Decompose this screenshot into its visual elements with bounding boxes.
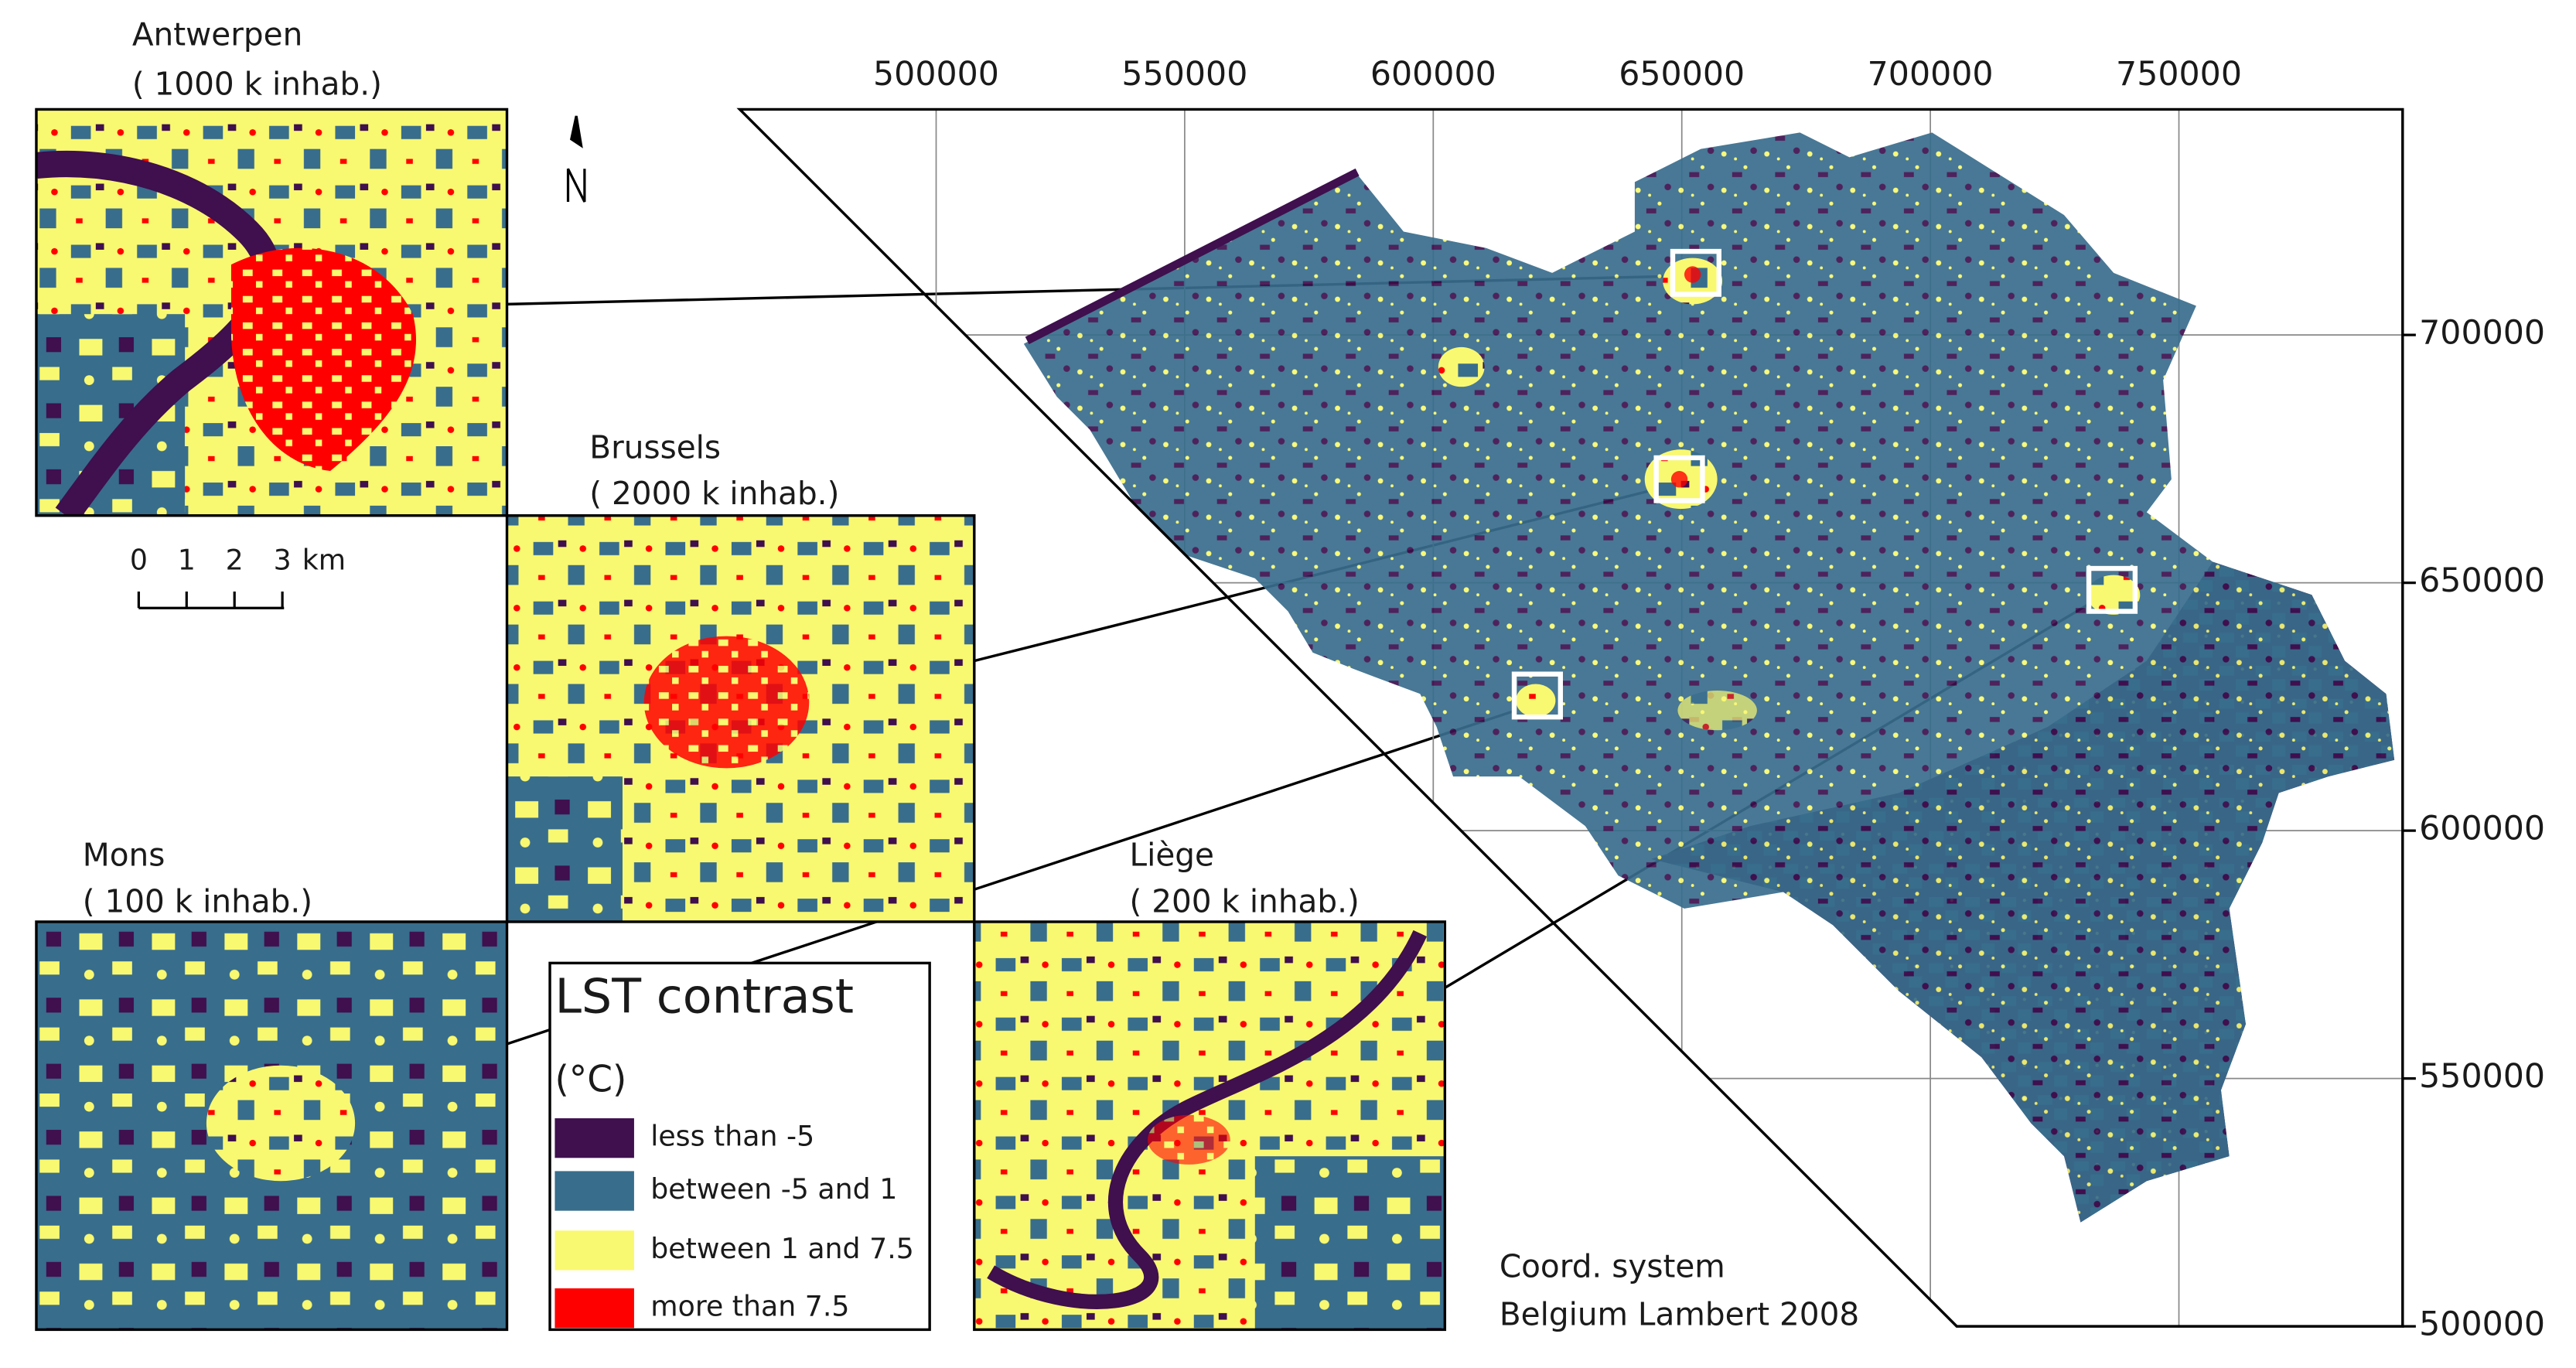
location-box [2086, 565, 2138, 614]
y-tick-label: 700000 [2419, 314, 2545, 353]
legend-swatch [554, 1288, 634, 1329]
x-tick-label: 750000 [2116, 55, 2242, 94]
city-core [230, 247, 417, 472]
legend-label: between -5 and 1 [650, 1172, 897, 1206]
y-tick-label: 550000 [2419, 1057, 2545, 1096]
north-arrow-head [570, 115, 583, 148]
scale-bar-label: 2 [226, 543, 244, 576]
legend-title: LST contrast [554, 968, 854, 1024]
inset-frame [505, 513, 976, 923]
city-core [1670, 471, 1688, 488]
inset-population: ( 1000 k inhab.) [132, 66, 382, 103]
location-box [1653, 455, 1705, 503]
scale-bar-unit: km [302, 543, 346, 576]
inset-frames [35, 107, 1447, 1332]
inset-liege [974, 921, 1445, 1330]
y-tick-label: 650000 [2419, 561, 2545, 600]
scale-bar: 0 1 2 3 km [130, 543, 346, 609]
inset-frame [973, 920, 1447, 1332]
north-arrow-letter [566, 168, 586, 203]
inset-population: ( 100 k inhab.) [83, 882, 312, 919]
legend-unit: (°C) [554, 1059, 626, 1101]
inset-mons [36, 921, 507, 1330]
inset-name: Antwerpen [132, 15, 302, 53]
city-patch [2086, 575, 2141, 615]
x-tick-label: 550000 [1121, 55, 1247, 94]
legend-swatch [554, 1171, 634, 1211]
legend-label: less than -5 [650, 1120, 814, 1153]
y-tick-label: 500000 [2419, 1305, 2545, 1344]
legend-items: less than -5 between -5 and 1 between 1 an… [554, 1118, 914, 1329]
city-core [1684, 266, 1701, 283]
x-tick-label: 650000 [1619, 55, 1745, 94]
axis-ticks: 500000 550000 600000 650000 700000 750000 5000… [873, 55, 2545, 1343]
legend-swatch [554, 1230, 634, 1271]
inset-population: ( 200 k inhab.) [1130, 882, 1360, 919]
city-patch [1438, 346, 1485, 387]
coord-system-label: Coord. system [1500, 1247, 1725, 1284]
city-patch [206, 1065, 356, 1182]
inset-brussels [507, 515, 974, 922]
inset-name: Brussels [589, 428, 721, 466]
city-patch [1516, 684, 1556, 718]
inset-name: Mons [83, 837, 165, 874]
x-tick-label: 700000 [1868, 55, 1994, 94]
north-arrow [566, 115, 586, 203]
legend-label: more than 7.5 [650, 1290, 849, 1323]
land-patch [1254, 1156, 1445, 1330]
scale-bar-label: 0 [130, 543, 148, 576]
legend-swatch [554, 1118, 634, 1158]
legend-label: between 1 and 7.5 [650, 1232, 914, 1265]
inset-name: Liège [1130, 837, 1215, 874]
inset-population: ( 2000 k inhab.) [589, 475, 839, 512]
main-map [739, 109, 2403, 1327]
coord-system-name: Belgium Lambert 2008 [1500, 1295, 1859, 1332]
scale-bar-label: 3 [274, 543, 292, 576]
city-patch [1677, 691, 1757, 731]
coast-strip [1025, 168, 1360, 345]
city-core [1148, 1114, 1230, 1165]
inset-frame [35, 107, 509, 517]
x-tick-label: 500000 [873, 55, 999, 94]
land-patch [507, 776, 623, 922]
city-core [643, 636, 810, 769]
belgium [1023, 132, 2395, 1223]
location-box [1670, 248, 1722, 297]
inset-frame [35, 920, 509, 1332]
location-boxes [1511, 248, 2138, 720]
river [987, 930, 1428, 1309]
scale-bar-label: 1 [178, 543, 196, 576]
y-tick-label: 600000 [2419, 810, 2545, 848]
location-box [1511, 671, 1564, 720]
x-tick-label: 600000 [1370, 55, 1496, 94]
inset-antwerpen [36, 109, 507, 516]
